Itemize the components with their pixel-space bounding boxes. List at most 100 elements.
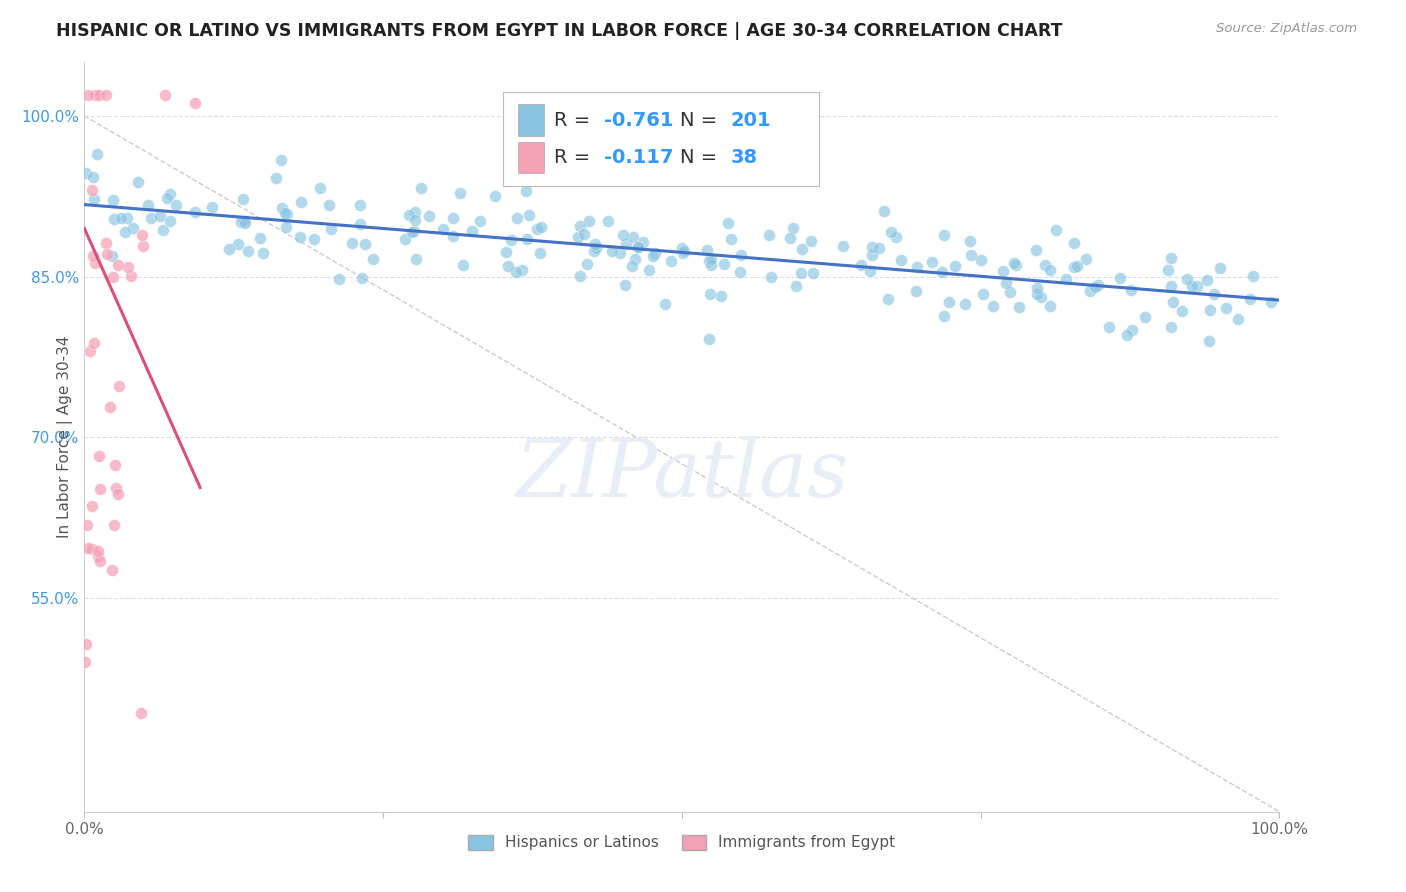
Point [578, 214, 600, 228]
Text: N =: N = [679, 111, 723, 129]
Point [637, 262, 659, 277]
Point [1078, 285, 1101, 299]
Point [107, 487, 129, 501]
Point [1039, 262, 1062, 277]
Point [905, 284, 928, 298]
Point [1033, 258, 1056, 272]
Point [249, 231, 271, 245]
Point [1187, 279, 1209, 293]
Text: ZIPatlas: ZIPatlas [515, 436, 849, 513]
Point [696, 243, 718, 257]
Point [105, 481, 128, 495]
Point [1000, 285, 1022, 300]
Point [252, 246, 274, 260]
Point [75, 165, 97, 179]
Point [860, 248, 883, 262]
Point [970, 253, 993, 268]
Point [790, 266, 813, 280]
Point [76, 517, 98, 532]
Legend: Hispanics or Latinos, Immigrants from Egypt: Hispanics or Latinos, Immigrants from Eg… [463, 829, 901, 856]
Point [800, 234, 823, 248]
Point [1039, 299, 1062, 313]
Point [318, 197, 340, 211]
Point [461, 224, 484, 238]
Point [567, 229, 589, 244]
Text: -0.117: -0.117 [605, 148, 673, 167]
Point [1171, 304, 1194, 318]
Point [728, 265, 751, 279]
Point [87, 544, 110, 558]
Point [152, 223, 174, 237]
Point [233, 217, 256, 231]
Point [851, 259, 873, 273]
Point [1063, 236, 1085, 251]
Point [515, 185, 537, 199]
Point [995, 277, 1018, 291]
Point [98, 401, 121, 415]
Point [159, 187, 181, 202]
Point [129, 706, 152, 720]
Point [236, 244, 259, 258]
Point [905, 260, 928, 274]
Point [404, 204, 426, 219]
Point [697, 254, 720, 268]
Point [264, 171, 287, 186]
Point [104, 458, 127, 473]
Point [328, 272, 350, 286]
Point [633, 235, 655, 249]
Point [340, 236, 363, 251]
Point [409, 181, 432, 195]
Point [889, 253, 911, 268]
Point [1226, 312, 1249, 326]
Point [1202, 287, 1225, 301]
Point [1025, 281, 1047, 295]
Point [659, 254, 682, 268]
Point [672, 246, 695, 260]
Point [981, 299, 1004, 313]
Point [432, 221, 454, 235]
Point [1025, 287, 1047, 301]
Point [720, 231, 742, 245]
Point [451, 258, 474, 272]
Point [218, 242, 240, 256]
Point [75, 637, 97, 651]
Point [94, 87, 117, 102]
Point [600, 244, 623, 258]
Point [1195, 273, 1218, 287]
Point [1119, 283, 1142, 297]
Point [89, 87, 111, 102]
Point [398, 209, 420, 223]
Point [884, 230, 907, 244]
Point [1025, 243, 1047, 257]
Point [404, 213, 426, 227]
Point [127, 175, 149, 189]
Point [1045, 223, 1067, 237]
Point [880, 225, 903, 239]
Point [1054, 272, 1077, 286]
Point [627, 240, 650, 254]
Point [624, 252, 647, 266]
Point [79, 344, 101, 359]
Point [349, 198, 371, 212]
Point [83, 193, 105, 207]
Text: 38: 38 [731, 148, 758, 167]
Point [761, 270, 783, 285]
Point [526, 221, 548, 235]
Point [76, 541, 98, 556]
FancyBboxPatch shape [503, 93, 820, 186]
Point [1063, 260, 1085, 274]
Point [159, 214, 181, 228]
Point [1029, 290, 1052, 304]
Point [1087, 278, 1109, 293]
Point [73, 655, 96, 669]
Point [612, 227, 634, 242]
Point [349, 217, 371, 231]
Point [614, 236, 637, 251]
Point [582, 244, 605, 259]
Point [700, 252, 723, 266]
Point [921, 254, 943, 268]
Bar [519, 104, 544, 136]
Point [859, 264, 882, 278]
Point [959, 234, 981, 248]
Point [319, 222, 342, 236]
